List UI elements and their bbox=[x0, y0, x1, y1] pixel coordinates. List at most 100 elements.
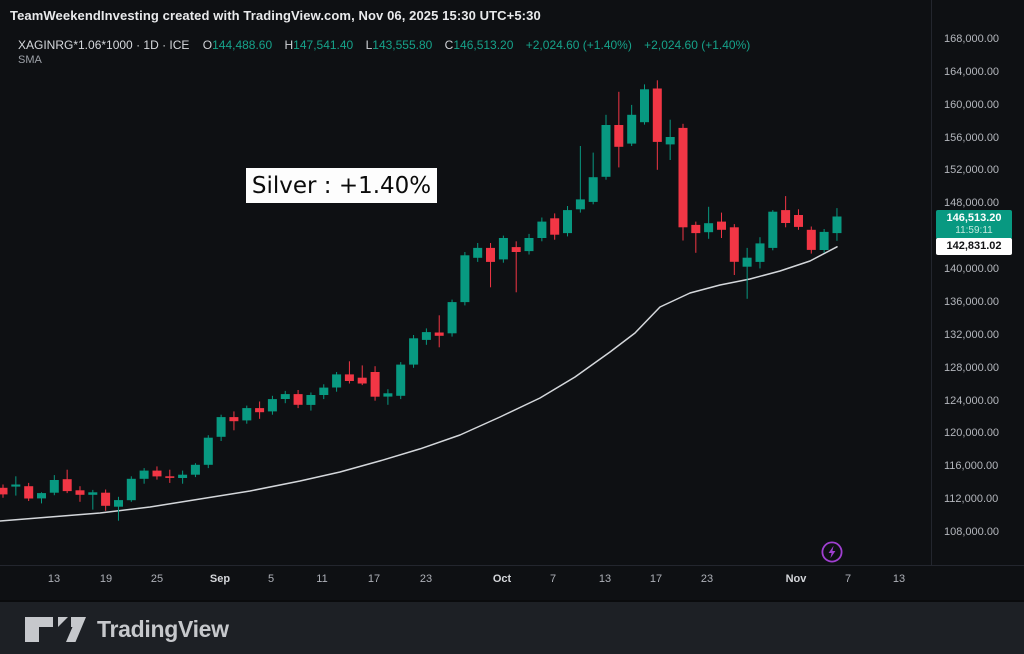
candle bbox=[319, 384, 329, 400]
sma-line[interactable] bbox=[0, 246, 838, 522]
candle bbox=[203, 435, 213, 469]
price-axis-label: 108,000.00 bbox=[944, 526, 1000, 538]
high-label: H bbox=[284, 38, 294, 52]
price-axis-label: 156,000.00 bbox=[944, 131, 1000, 144]
last-price-badge: 146,513.20 11:59:11 bbox=[936, 209, 1012, 239]
candle bbox=[114, 496, 123, 521]
candle bbox=[678, 123, 688, 241]
price-axis-label: 168,000.00 bbox=[944, 33, 1000, 45]
candle bbox=[216, 414, 226, 441]
sma-price-badge: 142,831.02 bbox=[936, 238, 1012, 256]
time-axis-label: 13 bbox=[598, 573, 612, 585]
candle bbox=[370, 366, 380, 401]
price-axis-label: 112,000.00 bbox=[944, 493, 999, 506]
price-axis-label: 124,000.00 bbox=[944, 394, 1000, 407]
candle bbox=[691, 221, 701, 253]
sma-indicator-legend[interactable]: SMA bbox=[18, 54, 42, 66]
candle bbox=[486, 243, 495, 288]
candle bbox=[640, 84, 649, 125]
price-chart-canvas[interactable] bbox=[0, 0, 931, 565]
candle bbox=[332, 372, 342, 392]
close-value: 146,513.20 bbox=[453, 38, 514, 52]
price-axis-label: 120,000.00 bbox=[944, 427, 1000, 440]
candle bbox=[781, 196, 791, 228]
price-axis-label: 116,000.00 bbox=[944, 460, 999, 473]
symbol-legend[interactable]: XAGINRG*1.06*1000 · 1D · ICE O144,488.60… bbox=[18, 38, 759, 52]
candle bbox=[794, 209, 803, 230]
bar-countdown: 11:59:11 bbox=[955, 224, 993, 236]
price-axis-label: 132,000.00 bbox=[944, 328, 1000, 341]
candle bbox=[62, 469, 72, 494]
price-axis-label: 164,000.00 bbox=[944, 65, 1000, 78]
time-axis-label: 17 bbox=[649, 573, 663, 585]
time-axis-month-label: Nov bbox=[785, 573, 807, 585]
candle bbox=[434, 315, 444, 348]
candle bbox=[704, 206, 714, 239]
time-axis-label: 23 bbox=[700, 573, 714, 585]
candle bbox=[88, 489, 98, 510]
last-price-value: 146,513.20 bbox=[946, 211, 1002, 224]
price-scale[interactable]: 146,513.20 11:59:11 142,831.02 168,000.0… bbox=[932, 0, 1024, 565]
candle bbox=[255, 401, 265, 419]
price-axis-label: 128,000.00 bbox=[944, 361, 1000, 374]
candle bbox=[75, 486, 85, 502]
candle bbox=[524, 233, 534, 255]
candle bbox=[421, 328, 431, 345]
change-value-repeat: +2,024.60 (+1.40%) bbox=[644, 38, 751, 52]
time-scale[interactable]: 13 19 25 Sep 5 11 17 23 Oct 7 13 17 23 Nov 7 13 bbox=[0, 566, 931, 599]
candle bbox=[101, 489, 111, 511]
time-axis-label: 7 bbox=[549, 573, 557, 585]
candle bbox=[139, 468, 149, 484]
candle bbox=[588, 152, 598, 205]
candle bbox=[575, 146, 585, 213]
lightning-bolt-icon[interactable] bbox=[820, 540, 844, 564]
candle bbox=[11, 476, 21, 496]
price-axis-label: 160,000.00 bbox=[944, 98, 1000, 111]
candle bbox=[498, 235, 508, 263]
candle bbox=[229, 411, 239, 431]
time-axis-label: 23 bbox=[419, 573, 433, 585]
candle bbox=[819, 229, 829, 253]
candle bbox=[0, 484, 8, 498]
tradingview-logo[interactable]: TradingView bbox=[25, 614, 229, 644]
candle bbox=[665, 119, 675, 160]
footer-bar: TradingView bbox=[0, 600, 1024, 654]
candle bbox=[24, 482, 34, 501]
candle bbox=[357, 365, 367, 386]
candle bbox=[614, 91, 624, 168]
price-axis-label: 136,000.00 bbox=[944, 295, 1000, 308]
candle bbox=[49, 475, 59, 496]
time-axis-label: 25 bbox=[150, 573, 164, 585]
symbol-title[interactable]: XAGINRG*1.06*1000 · 1D · ICE bbox=[18, 38, 190, 52]
open-value: 144,488.60 bbox=[212, 38, 273, 52]
candle bbox=[37, 492, 46, 504]
tradingview-logo-icon bbox=[25, 617, 86, 642]
candle bbox=[537, 217, 547, 242]
time-axis-label: 13 bbox=[892, 573, 906, 585]
candle bbox=[473, 243, 483, 262]
price-axis-label: 148,000.00 bbox=[944, 197, 1000, 210]
candle bbox=[550, 213, 560, 240]
time-axis-month-label: Oct bbox=[492, 573, 512, 585]
open-label: O bbox=[202, 38, 213, 52]
candle bbox=[344, 361, 354, 384]
candle bbox=[717, 212, 726, 238]
price-axis-label: 140,000.00 bbox=[944, 263, 1000, 276]
time-axis-label: 19 bbox=[99, 573, 113, 585]
time-axis-label: 5 bbox=[267, 573, 275, 585]
attribution-text: TeamWeekendInvesting created with Tradin… bbox=[10, 8, 541, 23]
silver-annotation[interactable]: Silver : +1.40% bbox=[246, 168, 437, 203]
candle bbox=[152, 466, 162, 480]
price-axis-label: 152,000.00 bbox=[944, 164, 1000, 177]
candle bbox=[396, 362, 406, 400]
candle bbox=[729, 224, 739, 275]
candle bbox=[293, 390, 303, 409]
candle bbox=[126, 476, 136, 502]
candle bbox=[267, 395, 277, 415]
time-axis-separator bbox=[0, 565, 1024, 566]
time-axis-month-label: Sep bbox=[209, 573, 231, 585]
tradingview-logo-text: TradingView bbox=[97, 615, 229, 642]
time-axis-label: 11 bbox=[316, 573, 328, 585]
time-axis-label: 13 bbox=[47, 573, 61, 585]
